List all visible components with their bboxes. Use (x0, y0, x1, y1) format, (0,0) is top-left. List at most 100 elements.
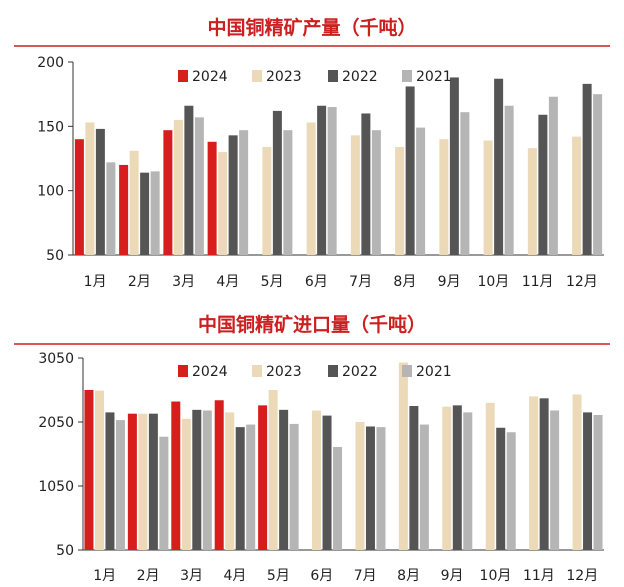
x-tick-label: 2月 (128, 274, 151, 290)
bar-2024-3月 (163, 130, 173, 255)
copper-concentrate-production-chart: 中国铜精矿产量（千吨） 200 150 100 50 1月 2月 3月 4月 5月 6月 7月 8月 9月… (0, 0, 624, 290)
bar-2022-4月 (228, 135, 238, 255)
bar-2023-3月 (173, 119, 183, 256)
legend-swatch-2021 (402, 365, 412, 377)
bar-2022-12月 (583, 412, 593, 550)
legend-label-2021: 2021 (416, 364, 452, 380)
bar-2022-9月 (452, 405, 462, 550)
legend-swatch-2024 (178, 70, 188, 82)
y-tick-label: 200 (37, 55, 64, 71)
bar-2021-8月 (419, 424, 429, 550)
x-tick-label: 10月 (477, 274, 509, 290)
bar-2024-1月 (74, 139, 84, 255)
bar-2024-1月 (84, 390, 94, 550)
bar-2023-10月 (483, 140, 493, 255)
bar-2021-3月 (194, 117, 204, 256)
copper-concentrate-import-chart: 中国铜精矿进口量（千吨） 3050 2050 1050 50 1月 2月 3月 4月 5月 6月 7月… (0, 300, 624, 587)
bar-2023-7月 (350, 135, 360, 255)
bar-2021-7月 (371, 130, 381, 255)
bar-2022-3月 (184, 105, 194, 255)
x-tick-label: 1月 (93, 568, 116, 584)
legend-swatch-2022 (328, 70, 338, 82)
x-tick-label: 6月 (310, 568, 333, 584)
bar-2021-12月 (593, 94, 603, 256)
x-tick-label: 3月 (172, 274, 195, 290)
bar-2023-6月 (306, 122, 316, 256)
legend-label-2024: 2024 (192, 69, 228, 85)
bar-2022-9月 (449, 77, 459, 255)
bar-2023-5月 (268, 390, 278, 550)
bar-2024-5月 (258, 405, 268, 550)
bar-2023-2月 (129, 150, 139, 255)
bar-2022-5月 (279, 409, 289, 550)
x-tick-label: 3月 (180, 568, 203, 584)
bar-2023-12月 (572, 394, 582, 550)
x-tick-label: 9月 (441, 568, 464, 584)
bar-2021-4月 (239, 130, 249, 255)
bar-2023-12月 (572, 136, 582, 255)
legend-swatch-2024 (178, 365, 188, 377)
y-tick-label: 50 (46, 248, 64, 264)
bar-2024-3月 (171, 401, 181, 550)
bar-2022-8月 (405, 86, 415, 256)
bar-2024-4月 (214, 400, 224, 550)
bar-2022-5月 (272, 110, 282, 255)
bar-2021-5月 (283, 130, 293, 255)
x-tick-label: 4月 (223, 568, 246, 584)
legend-label-2021: 2021 (416, 69, 452, 85)
x-tick-label: 8月 (393, 274, 416, 290)
x-tick-label: 11月 (522, 274, 554, 290)
bar-2024-2月 (127, 413, 137, 550)
legend-swatch-2023 (252, 365, 262, 377)
x-tick-label: 12月 (566, 568, 598, 584)
bar-2023-6月 (312, 410, 322, 550)
bar-2023-9月 (439, 139, 449, 255)
chart-title: 中国铜精矿产量（千吨） (207, 16, 416, 39)
bar-2023-1月 (85, 122, 95, 256)
bar-2023-8月 (398, 362, 408, 550)
bar-2023-2月 (138, 413, 148, 550)
bar-2023-1月 (94, 390, 104, 550)
legend-label-2022: 2022 (342, 364, 378, 380)
x-tick-label: 7月 (349, 274, 372, 290)
y-tick-label: 100 (37, 184, 64, 200)
bar-2021-8月 (416, 127, 426, 255)
legend-swatch-2023 (252, 70, 262, 82)
legend-swatch-2022 (328, 365, 338, 377)
legend-label-2022: 2022 (342, 69, 378, 85)
bar-2021-11月 (548, 96, 558, 256)
bar-2021-7月 (376, 427, 386, 550)
y-tick-label: 3050 (38, 351, 74, 367)
bar-2022-4月 (235, 427, 245, 550)
bar-2021-1月 (115, 420, 125, 550)
bar-2023-5月 (262, 146, 272, 255)
x-tick-label: 8月 (397, 568, 420, 584)
x-tick-label: 4月 (216, 274, 239, 290)
bar-2023-10月 (485, 402, 495, 550)
bar-2022-3月 (192, 409, 202, 550)
x-tick-label: 5月 (267, 568, 290, 584)
bar-2022-7月 (361, 113, 371, 255)
x-tick-label: 1月 (84, 274, 107, 290)
import-chart-svg: 中国铜精矿进口量（千吨） 3050 2050 1050 50 1月 2月 3月 4月 5月 6月 7月… (14, 313, 610, 584)
bar-2021-10月 (504, 105, 514, 255)
bar-2021-9月 (460, 112, 470, 256)
bar-2022-2月 (148, 413, 158, 550)
bar-2023-4月 (225, 412, 235, 550)
bar-2022-6月 (322, 415, 332, 550)
bar-2023-11月 (529, 396, 539, 550)
bar-2023-9月 (442, 406, 452, 550)
y-tick-label: 1050 (38, 479, 74, 495)
legend-label-2023: 2023 (266, 364, 302, 380)
bar-2021-3月 (202, 410, 212, 550)
bar-2022-7月 (365, 426, 375, 550)
bar-2021-5月 (289, 423, 299, 550)
x-tick-label: 11月 (523, 568, 555, 584)
bar-2021-12月 (593, 414, 603, 550)
bar-2024-2月 (119, 164, 129, 255)
bar-2022-12月 (582, 83, 592, 255)
bar-2023-8月 (395, 146, 405, 255)
bar-2021-6月 (327, 107, 337, 256)
production-chart-svg: 中国铜精矿产量（千吨） 200 150 100 50 1月 2月 3月 4月 5月 6月 7月 8月 9月… (14, 16, 610, 290)
legend-label-2023: 2023 (266, 69, 302, 85)
